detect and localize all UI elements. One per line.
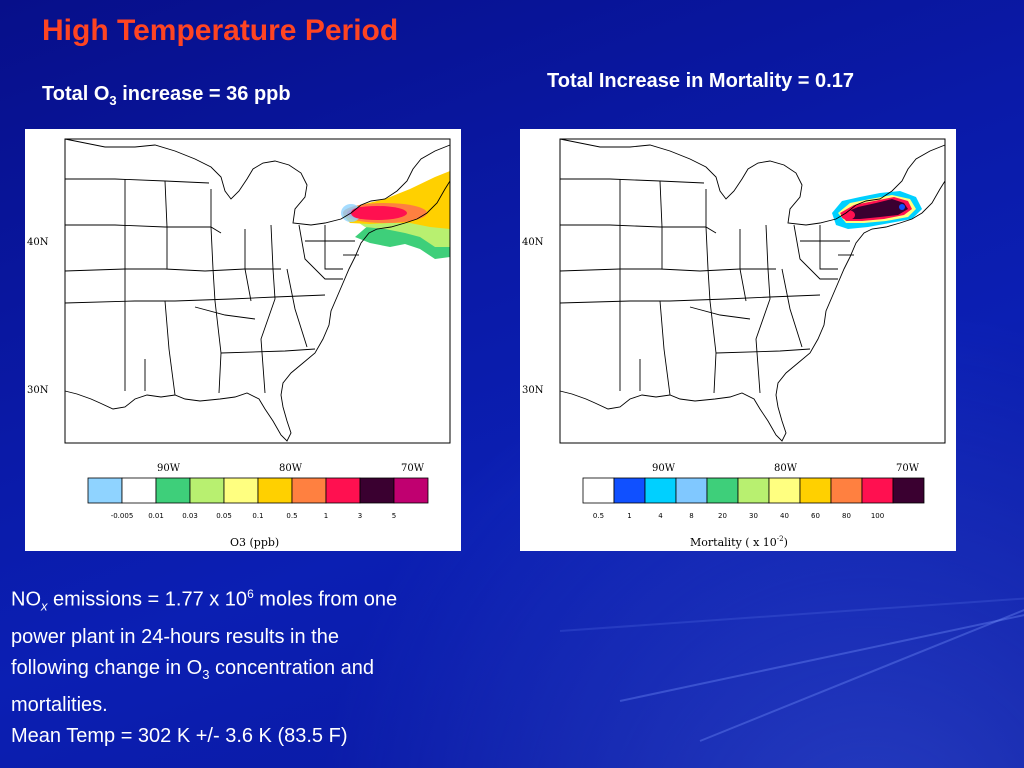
lon-label-70w: 70W: [401, 463, 425, 474]
lon-label-80w: 80W: [774, 463, 798, 474]
body-line-3-sub: 3: [202, 666, 210, 682]
mortality-colorbar-label: 4: [658, 512, 663, 520]
body-line-1-sup: 6: [247, 587, 254, 601]
mortality-colorbar-box: [644, 477, 677, 504]
o3-plume: [341, 171, 450, 259]
body-text: NOx emissions = 1.77 x 106 moles from on…: [11, 579, 531, 752]
lon-label-80w: 80W: [279, 463, 303, 474]
o3-colorbar-box: [189, 477, 225, 504]
o3-plume-red-core: [351, 207, 375, 219]
lat-label-30n: 30N: [522, 385, 544, 396]
o3-colorbar-box: [393, 477, 429, 504]
lon-label-90w: 90W: [652, 463, 676, 474]
o3-colorbar-label: -0.005: [111, 512, 134, 520]
body-line-1-sub: x: [41, 598, 48, 614]
mortality-colorbar-box: [892, 477, 925, 504]
body-line-2: power plant in 24-hours results in the: [11, 625, 339, 648]
mortality-colorbar-label: 20: [718, 512, 727, 520]
bg-streak: [559, 596, 1024, 632]
mortality-map-panel: 40N 30N 90W 80W 70W 0.5 1 4 8 20 30 40 60 80 100 …: [520, 129, 956, 551]
o3-colorbar-label: 5: [392, 512, 396, 520]
o3-colorbar-box: [155, 477, 191, 504]
mortality-colorbar-box: [613, 477, 646, 504]
body-line-3-c: concentration and: [209, 656, 375, 679]
mortality-colorbar-box: [737, 477, 770, 504]
right-heading: Total Increase in Mortality = 0.17: [547, 70, 854, 92]
body-line-1-c: emissions = 1.77 x 10: [47, 588, 248, 611]
mortality-colorbar-label: 60: [811, 512, 820, 520]
body-line-3: following change in O3 concentration and: [11, 653, 531, 690]
mortality-plume-blue-spot: [899, 204, 905, 210]
left-heading: Total O3 increase = 36 ppb: [42, 83, 291, 108]
o3-map-panel: 40N 30N 90W 80W 70W -0.005 0.01 0.03 0.05 0.…: [25, 129, 461, 551]
o3-colorbar-label: 3: [358, 512, 362, 520]
o3-colorbar-box: [325, 477, 361, 504]
mortality-colorbar-box: [830, 477, 863, 504]
mortality-colorbar-box: [582, 477, 615, 504]
mortality-plume: [832, 191, 922, 229]
o3-colorbar-box: [121, 477, 157, 504]
o3-colorbar-box: [87, 477, 123, 504]
body-line-3-a: following change in O: [11, 656, 203, 679]
mortality-colorbar-box: [706, 477, 739, 504]
o3-colorbar-label: 0.03: [182, 512, 198, 520]
bg-streak: [619, 612, 1024, 702]
lat-label-30n: 30N: [27, 385, 49, 396]
left-heading-sub: 3: [109, 93, 117, 108]
o3-colorbar: -0.005 0.01 0.03 0.05 0.1 0.5 1 3 5: [87, 477, 429, 520]
slide-title: High Temperature Period: [42, 14, 399, 47]
o3-colorbar-box: [359, 477, 395, 504]
mortality-colorbar-label: 80: [842, 512, 851, 520]
left-heading-text: Total O: [42, 83, 110, 105]
left-heading-rest: increase = 36 ppb: [116, 83, 291, 105]
mortality-colorbar-label: 30: [749, 512, 758, 520]
lat-label-40n: 40N: [522, 237, 544, 248]
o3-colorbar-label: 0.05: [216, 512, 232, 520]
o3-colorbar-label: 0.01: [148, 512, 164, 520]
o3-map-frame: [64, 138, 451, 444]
o3-colorbar-label: 1: [324, 512, 328, 520]
body-line-1-e: moles from one: [253, 588, 398, 611]
mortality-colorbar-title-end: ): [784, 536, 788, 549]
mortality-colorbar-label: 40: [780, 512, 789, 520]
mortality-colorbar-label: 1: [627, 512, 631, 520]
mortality-colorbar-label: 8: [689, 512, 693, 520]
o3-colorbar-box: [291, 477, 327, 504]
mortality-map-lines: [559, 138, 946, 442]
mortality-plume-dark: [844, 199, 908, 219]
o3-map-lines: [64, 138, 451, 442]
mortality-plume-red-spot: [841, 210, 855, 220]
body-line-1-a: NO: [11, 588, 41, 611]
o3-colorbar-title: O3 (ppb): [230, 536, 279, 549]
lat-label-40n: 40N: [27, 237, 49, 248]
mortality-colorbar: 0.5 1 4 8 20 30 40 60 80 100: [582, 477, 925, 520]
lon-label-70w: 70W: [896, 463, 920, 474]
body-line-4: mortalities.: [11, 693, 108, 716]
o3-colorbar-box: [223, 477, 259, 504]
mortality-colorbar-title: Mortality ( x 10-2): [690, 535, 788, 549]
mortality-colorbar-title-main: Mortality ( x 10: [690, 536, 777, 549]
o3-colorbar-label: 0.5: [286, 512, 297, 520]
mortality-colorbar-label: 100: [871, 512, 884, 520]
mortality-colorbar-box: [861, 477, 894, 504]
mortality-colorbar-box: [768, 477, 801, 504]
o3-colorbar-box: [257, 477, 293, 504]
mortality-map-frame: [559, 138, 946, 444]
o3-colorbar-label: 0.1: [252, 512, 263, 520]
body-line-1: NOx emissions = 1.77 x 106 moles from on…: [11, 579, 531, 622]
mortality-colorbar-title-exp: -2: [777, 535, 784, 543]
body-line-5: Mean Temp = 302 K +/- 3.6 K (83.5 F): [11, 724, 348, 747]
mortality-colorbar-label: 0.5: [593, 512, 604, 520]
mortality-colorbar-box: [675, 477, 708, 504]
lon-label-90w: 90W: [157, 463, 181, 474]
mortality-colorbar-box: [799, 477, 832, 504]
